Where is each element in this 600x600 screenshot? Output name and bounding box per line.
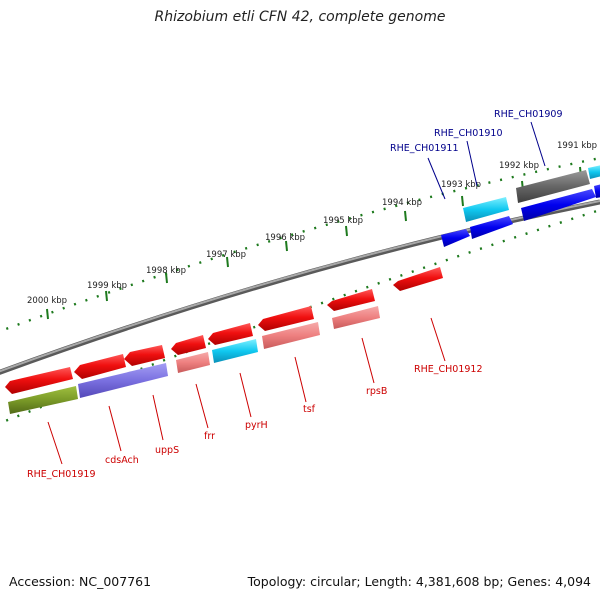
kbp-label-2000: 2000 kbp [27, 296, 67, 306]
gene-label-rhe-ch01919: RHE_CH01919 [27, 469, 96, 480]
gene-label-rhe-ch01911: RHE_CH01911 [390, 143, 459, 154]
gene-pink-1[interactable] [176, 352, 210, 373]
kbp-labels: 2000 kbp 1999 kbp 1998 kbp 1997 kbp 1996… [27, 141, 597, 306]
gene-rhe-ch01910[interactable] [470, 216, 513, 239]
gene-olive[interactable] [8, 386, 78, 414]
gene-frr[interactable] [171, 335, 206, 355]
gene-cdsach[interactable] [74, 354, 126, 379]
gene-rhe-ch01919[interactable] [5, 367, 73, 394]
gene-label-upps: uppS [155, 445, 179, 456]
kbp-label-1997: 1997 kbp [206, 250, 246, 260]
gene-cyan-top[interactable] [463, 197, 509, 222]
gene-upps[interactable] [124, 345, 165, 366]
gene-label-tsf: tsf [303, 404, 316, 415]
gene-label-pyrh: pyrH [245, 420, 268, 431]
gene-rhe-ch01908-partial[interactable] [594, 184, 600, 198]
kbp-label-1993: 1993 kbp [441, 180, 481, 190]
gene-tsf[interactable] [258, 306, 314, 331]
gene-label-frr: frr [204, 431, 215, 442]
gene-pink-3[interactable] [332, 306, 380, 329]
gene-rhe-ch01912[interactable] [393, 267, 443, 291]
major-ticks [46, 166, 582, 320]
reverse-strand-genes [5, 267, 443, 414]
gene-cyan-small[interactable] [588, 165, 600, 179]
genome-backbone [0, 199, 600, 375]
gene-gray-top[interactable] [516, 170, 590, 203]
gene-label-rpsb: rpsB [366, 386, 387, 397]
gene-label-rhe-ch01910: RHE_CH01910 [434, 128, 503, 139]
kbp-label-1999: 1999 kbp [87, 281, 127, 291]
gene-label-cdsach: cdsAch [105, 455, 139, 466]
kbp-label-1992: 1992 kbp [499, 161, 539, 171]
leader-lines [47, 121, 546, 465]
gene-pink-2[interactable] [262, 322, 320, 349]
gene-cyan-bottom[interactable] [212, 339, 258, 363]
genome-summary-text: Topology: circular; Length: 4,381,608 bp… [247, 574, 591, 589]
kbp-label-1995: 1995 kbp [323, 216, 363, 226]
kbp-label-1998: 1998 kbp [146, 266, 186, 276]
gene-labels-top: RHE_CH01911 RHE_CH01910 RHE_CH01909 [390, 109, 563, 154]
gene-rhe-ch01909[interactable] [521, 189, 596, 221]
gene-purple[interactable] [78, 363, 168, 398]
kbp-label-1994: 1994 kbp [382, 198, 422, 208]
kbp-label-1996: 1996 kbp [265, 233, 305, 243]
gene-rpsb[interactable] [327, 289, 375, 311]
kbp-label-1991: 1991 kbp [557, 141, 597, 151]
gene-rhe-ch01911[interactable] [441, 229, 470, 247]
map-title: Rhizobium etli CFN 42, complete genome [154, 9, 446, 25]
outer-ruler-ticks [0, 156, 600, 333]
gene-pyrh[interactable] [208, 323, 253, 345]
forward-strand-genes [441, 165, 600, 247]
gene-labels-bottom: RHE_CH01919 cdsAch uppS frr pyrH tsf rps… [27, 364, 483, 480]
accession-text: Accession: NC_007761 [9, 574, 152, 589]
gene-label-rhe-ch01909: RHE_CH01909 [494, 109, 563, 120]
gene-label-rhe-ch01912: RHE_CH01912 [414, 364, 483, 375]
